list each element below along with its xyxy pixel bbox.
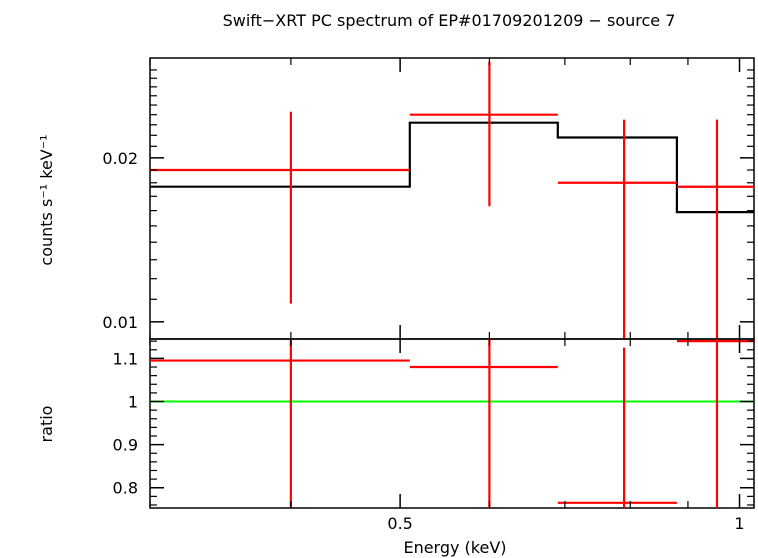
spectrum-point-3 <box>557 119 677 339</box>
chart-title: Swift−XRT PC spectrum of EP#01709201209 … <box>223 11 676 30</box>
ratio-y-tick-label: 1.1 <box>113 349 138 368</box>
spectrum-point-2 <box>409 61 558 207</box>
spectrum-x-ticks <box>149 58 741 339</box>
ratio-panel: 0.80.911.1 0.5 1 ratio <box>37 338 755 533</box>
ratio-y-tick-label: 0.9 <box>113 436 138 455</box>
model-histogram <box>150 121 754 214</box>
x-axis-label: Energy (keV) <box>403 538 506 557</box>
spectrum-y-axis-label: counts s⁻¹ keV⁻¹ <box>37 134 56 265</box>
ratio-x-ticks: 0.5 1 <box>149 339 745 533</box>
spectrum-y-tick-label: 0.02 <box>102 149 138 168</box>
ratio-panel-frame <box>149 338 755 509</box>
ratio-point-4 <box>676 339 754 508</box>
spectrum-point-4 <box>676 119 754 339</box>
spectrum-point-1 <box>150 111 410 304</box>
spectrum-y-tick-label: 0.01 <box>102 313 138 332</box>
spectrum-data-points <box>150 61 754 339</box>
spectrum-panel-frame <box>149 57 755 340</box>
ratio-point-2 <box>409 339 558 508</box>
ratio-point-1 <box>150 339 410 508</box>
model-step-line <box>150 121 754 214</box>
ratio-y-tick-label: 0.8 <box>113 479 138 498</box>
x-tick-label: 1 <box>734 514 744 533</box>
ratio-y-ticks: 0.8 0.9 1 1.1 <box>113 340 754 506</box>
x-tick-label: 0.5 <box>387 514 412 533</box>
ratio-data-points <box>150 339 754 508</box>
spectrum-y-ticks: 0.01 0.02 <box>102 69 754 332</box>
ratio-y-axis-label: ratio <box>37 406 56 443</box>
spectrum-panel: 0.01 0.02 counts s⁻¹ keV⁻¹ <box>37 57 755 340</box>
ratio-y-tick-label: 1 <box>128 393 138 412</box>
ratio-point-3 <box>557 347 677 508</box>
